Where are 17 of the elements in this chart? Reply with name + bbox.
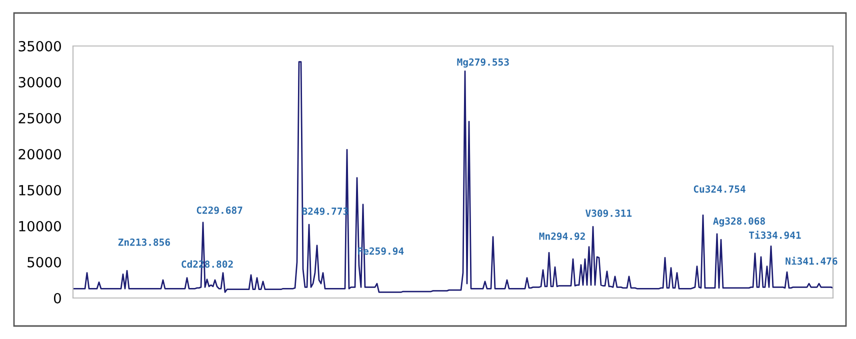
annotation: V309.311 — [586, 210, 632, 217]
annotation: C229.687 — [196, 206, 242, 214]
y-tick-label: 35000 — [18, 40, 61, 52]
annotation: Ni341.476 — [786, 256, 838, 265]
y-tick-label: 15000 — [19, 184, 61, 196]
annotation: Cu324.754 — [694, 185, 746, 193]
y-tick-label: 10000 — [19, 220, 61, 232]
y-tick-label: 30000 — [18, 76, 61, 88]
annotation: Mg279.553 — [457, 58, 509, 68]
annotation: Zn213.856 — [118, 238, 170, 246]
annotation: Ti334.941 — [749, 230, 801, 239]
annotation: Ag328.068 — [713, 217, 765, 227]
annotation: Mn294.92 — [539, 232, 585, 240]
y-tick-label: 20000 — [18, 148, 61, 160]
y-tick-label: 0 — [54, 292, 61, 304]
y-tick-label: 5000 — [28, 256, 61, 268]
y-tick-label: 25000 — [18, 112, 61, 124]
